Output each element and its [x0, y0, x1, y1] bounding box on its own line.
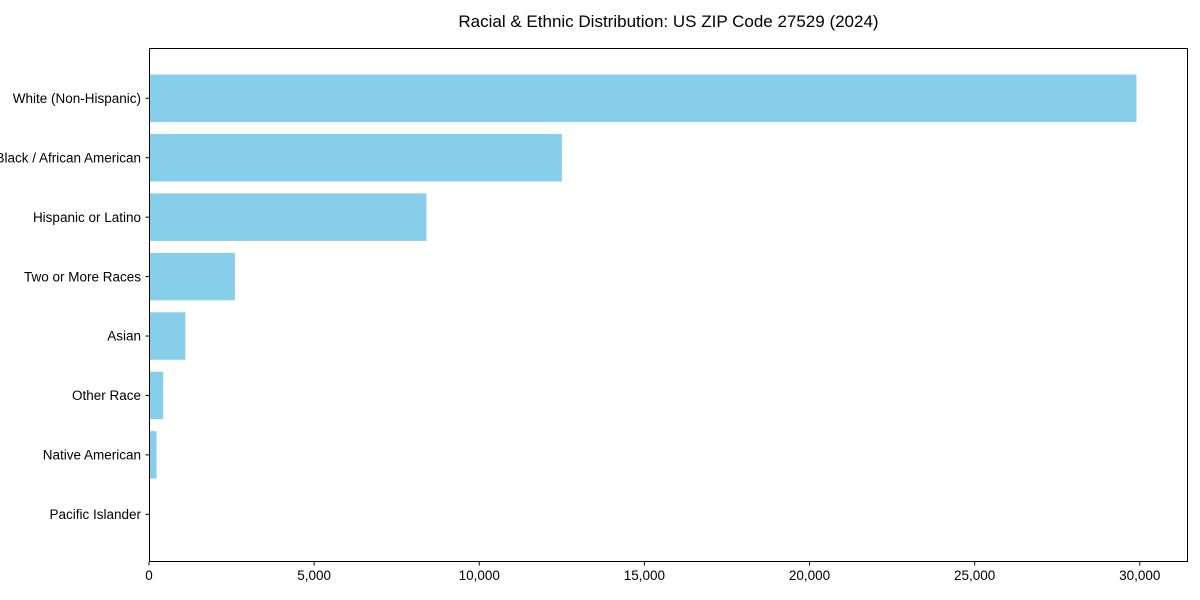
x-tick-label: 0	[145, 568, 153, 583]
bar-hispanic-or-latino	[149, 193, 427, 241]
chart-title: Racial & Ethnic Distribution: US ZIP Cod…	[458, 12, 879, 31]
bar-asian	[149, 312, 186, 360]
x-tick-label: 10,000	[459, 568, 500, 583]
y-tick-label-asian: Asian	[107, 329, 141, 344]
plot-frame	[149, 48, 1188, 562]
bar-two-or-more-races	[149, 252, 235, 301]
x-tick-label: 30,000	[1119, 568, 1160, 583]
x-tick-label: 25,000	[954, 568, 995, 583]
y-tick-label-black-african-american: Black / African American	[0, 150, 141, 165]
y-tick-label-pacific-islander: Pacific Islander	[49, 507, 141, 522]
y-tick-label-other-race: Other Race	[72, 388, 141, 403]
bar-black-african-american	[149, 133, 562, 182]
y-tick-label-white-non-hispanic: White (Non-Hispanic)	[13, 91, 141, 106]
x-tick-label: 15,000	[624, 568, 665, 583]
bar-native-american	[149, 431, 157, 479]
y-tick-label-native-american: Native American	[43, 448, 141, 463]
x-tick-label: 20,000	[789, 568, 830, 583]
bar-white-non-hispanic	[149, 74, 1137, 123]
bar-other-race	[149, 371, 164, 420]
y-tick-label-two-or-more-races: Two or More Races	[24, 269, 141, 284]
y-tick-label-hispanic-or-latino: Hispanic or Latino	[33, 210, 141, 225]
x-tick-label: 5,000	[297, 568, 331, 583]
